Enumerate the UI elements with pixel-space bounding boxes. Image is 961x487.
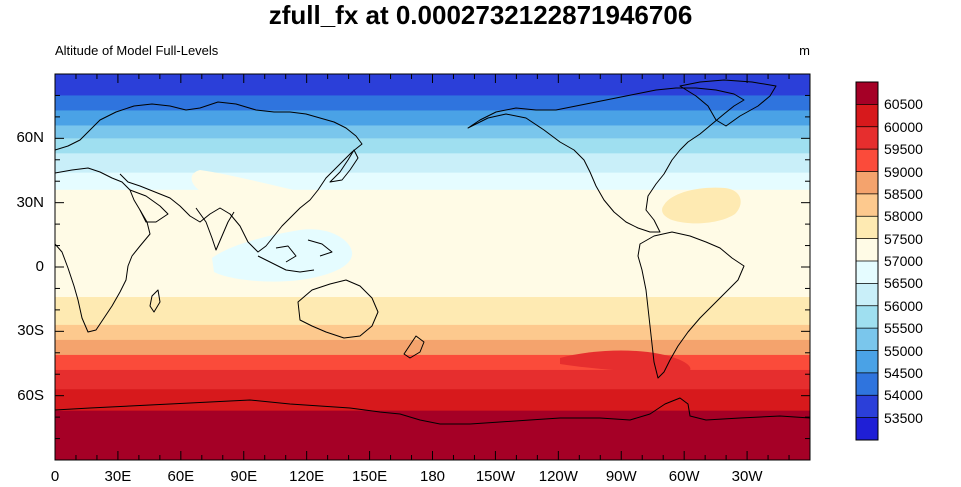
contour-band-13	[55, 389, 810, 412]
y-tick-label: 60N	[16, 129, 44, 147]
x-tick-label: 180	[419, 468, 446, 485]
colorbar-swatch	[856, 126, 878, 150]
axis-ticks	[54, 74, 811, 460]
colorbar-swatch	[856, 171, 878, 195]
coastline-australia	[297, 279, 379, 339]
colorbar-label: 55500	[884, 320, 923, 337]
coastline-greenland	[679, 79, 777, 127]
contour-band-2	[55, 110, 810, 126]
contour-band-10	[55, 339, 810, 356]
units-label: m	[799, 43, 810, 58]
x-tick-label: 120E	[289, 468, 325, 485]
colorbar-label: 58500	[884, 185, 923, 202]
x-tick-label: 150W	[475, 468, 515, 485]
colorbar-label: 54000	[884, 387, 923, 404]
colorbar-label: 56500	[884, 275, 923, 292]
contour-band-4	[55, 138, 810, 154]
map-title: zfull_fx at 0.0002732122871946706	[268, 0, 693, 30]
x-tick-label: 150E	[352, 468, 388, 485]
coastline-japan	[329, 149, 359, 183]
x-tick-label: 90W	[605, 468, 637, 485]
coastline-north-america	[467, 87, 745, 233]
colorbar-swatch	[856, 193, 878, 217]
y-tick-label: 0	[35, 258, 44, 275]
x-tick-label: 120W	[538, 468, 578, 485]
colorbar	[855, 81, 879, 441]
x-tick-label: 90E	[230, 468, 258, 485]
anomaly-east-asia-cool	[191, 170, 361, 219]
map-subtitle: Altitude of Model Full-Levels	[55, 43, 219, 58]
x-tick-label: 60E	[167, 468, 195, 485]
coastline-eurasia	[55, 101, 363, 253]
y-tick-label: 30S	[17, 322, 44, 340]
contour-band-5	[55, 153, 810, 174]
colorbar-swatch	[856, 305, 878, 329]
y-tick-label: 30N	[16, 193, 44, 211]
contour-band-6	[55, 172, 810, 191]
contour-band-3	[55, 125, 810, 139]
coastlines	[55, 79, 810, 425]
colorbar-label: 57500	[884, 230, 923, 247]
colorbar-swatch	[856, 261, 878, 284]
x-tick-label: 60W	[668, 468, 700, 485]
colorbar-label: 60000	[884, 118, 923, 135]
colorbar-swatch	[856, 350, 878, 374]
colorbar-label: 54500	[884, 364, 923, 381]
colorbar-label: 53500	[884, 409, 923, 426]
anomaly-north-atlantic-warm	[662, 187, 741, 224]
colorbar-swatch	[856, 82, 878, 105]
colorbar-label: 56000	[884, 297, 923, 314]
colorbar-label: 60500	[884, 96, 923, 113]
coastline-new-zealand	[403, 335, 425, 359]
colorbar-swatch	[856, 395, 878, 418]
coastline-indonesia	[257, 239, 333, 273]
colorbar-swatch	[856, 283, 878, 307]
x-tick-label: 30E	[104, 468, 132, 485]
contour-band-12	[55, 369, 810, 390]
colorbar-label: 58000	[884, 208, 923, 225]
coastline-south-america	[637, 231, 745, 379]
colorbar-label: 59500	[884, 141, 923, 158]
x-tick-label: 0	[50, 468, 60, 485]
colorbar-label: 55000	[884, 342, 923, 359]
contour-band-1	[55, 95, 810, 111]
contour-fill-bands	[55, 74, 810, 460]
coastline-antarctica	[55, 397, 810, 425]
contour-band-8	[55, 297, 810, 326]
coastline-madagascar	[149, 289, 161, 313]
contour-band-9	[55, 324, 810, 341]
coastline-india	[195, 207, 235, 251]
colorbar-swatch	[856, 104, 878, 128]
coastline-arabia	[129, 189, 169, 223]
colorbar-swatch	[856, 372, 878, 396]
y-tick-label: 60S	[17, 386, 44, 404]
colorbar-swatch	[856, 216, 878, 239]
colorbar-label: 59000	[884, 163, 923, 180]
colorbar-swatch	[856, 238, 878, 262]
colorbar-swatch	[856, 328, 878, 351]
contour-band-11	[55, 354, 810, 371]
colorbar-label: 57000	[884, 253, 923, 269]
anomaly-south-america-bulge	[560, 350, 691, 374]
x-tick-label: 30W	[731, 468, 763, 485]
colorbar-swatch	[856, 149, 878, 172]
coastline-africa	[55, 167, 151, 333]
colorbar-swatch	[856, 417, 878, 441]
